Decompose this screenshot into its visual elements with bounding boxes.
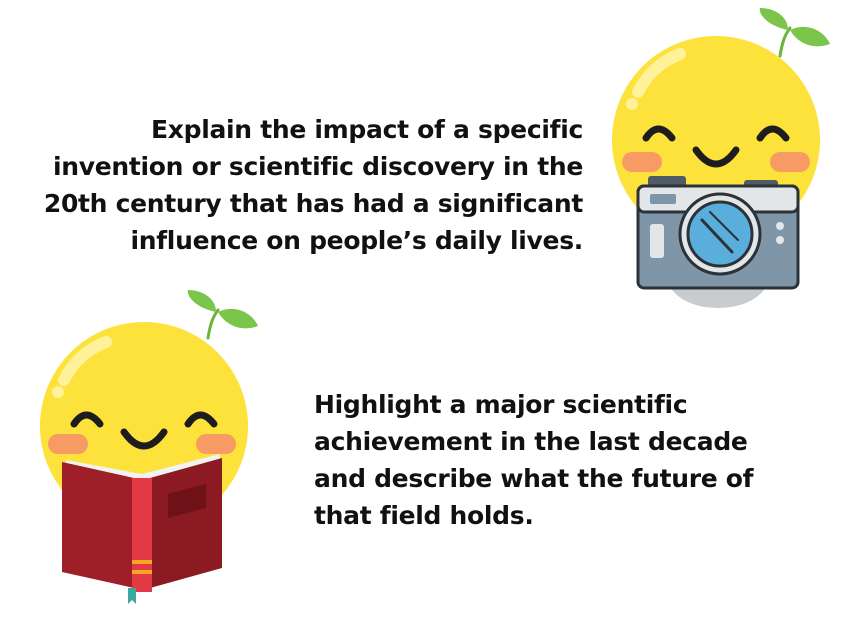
prompt-line: 20th century that has had a significant (43, 189, 583, 218)
left-eye-icon (70, 411, 104, 428)
prompt-line: that field holds. (314, 501, 534, 530)
prompt-text-impact: Explain the impact of a specific inventi… (23, 111, 583, 259)
prompt-line: achievement in the last decade (314, 427, 748, 456)
right-eye-icon (756, 125, 790, 142)
smile-icon (120, 428, 168, 450)
camera-icon (636, 176, 800, 290)
prompt-line: and describe what the future of (314, 464, 754, 493)
prompt-line: invention or scientific discovery in the (52, 152, 583, 181)
left-cheek-shape (48, 434, 88, 454)
right-eye-icon (184, 411, 218, 428)
book-icon (62, 454, 222, 604)
left-eye-icon (642, 125, 676, 142)
prompt-line: Explain the impact of a specific (151, 115, 583, 144)
sprout-icon (759, 8, 830, 58)
left-cheek-shape (622, 152, 662, 172)
smile-icon (692, 146, 740, 168)
right-cheek-shape (196, 434, 236, 454)
sprout-icon (187, 290, 258, 340)
prompt-text-achievement: Highlight a major scientific achievement… (314, 386, 834, 534)
prompt-line: Highlight a major scientific (314, 390, 688, 419)
book-mascot-icon (40, 290, 258, 604)
prompt-line: influence on people’s daily lives. (130, 226, 583, 255)
highlight-shape (632, 48, 686, 98)
right-cheek-shape (770, 152, 810, 172)
highlight-shape (58, 336, 112, 386)
camera-mascot-icon (612, 8, 830, 308)
